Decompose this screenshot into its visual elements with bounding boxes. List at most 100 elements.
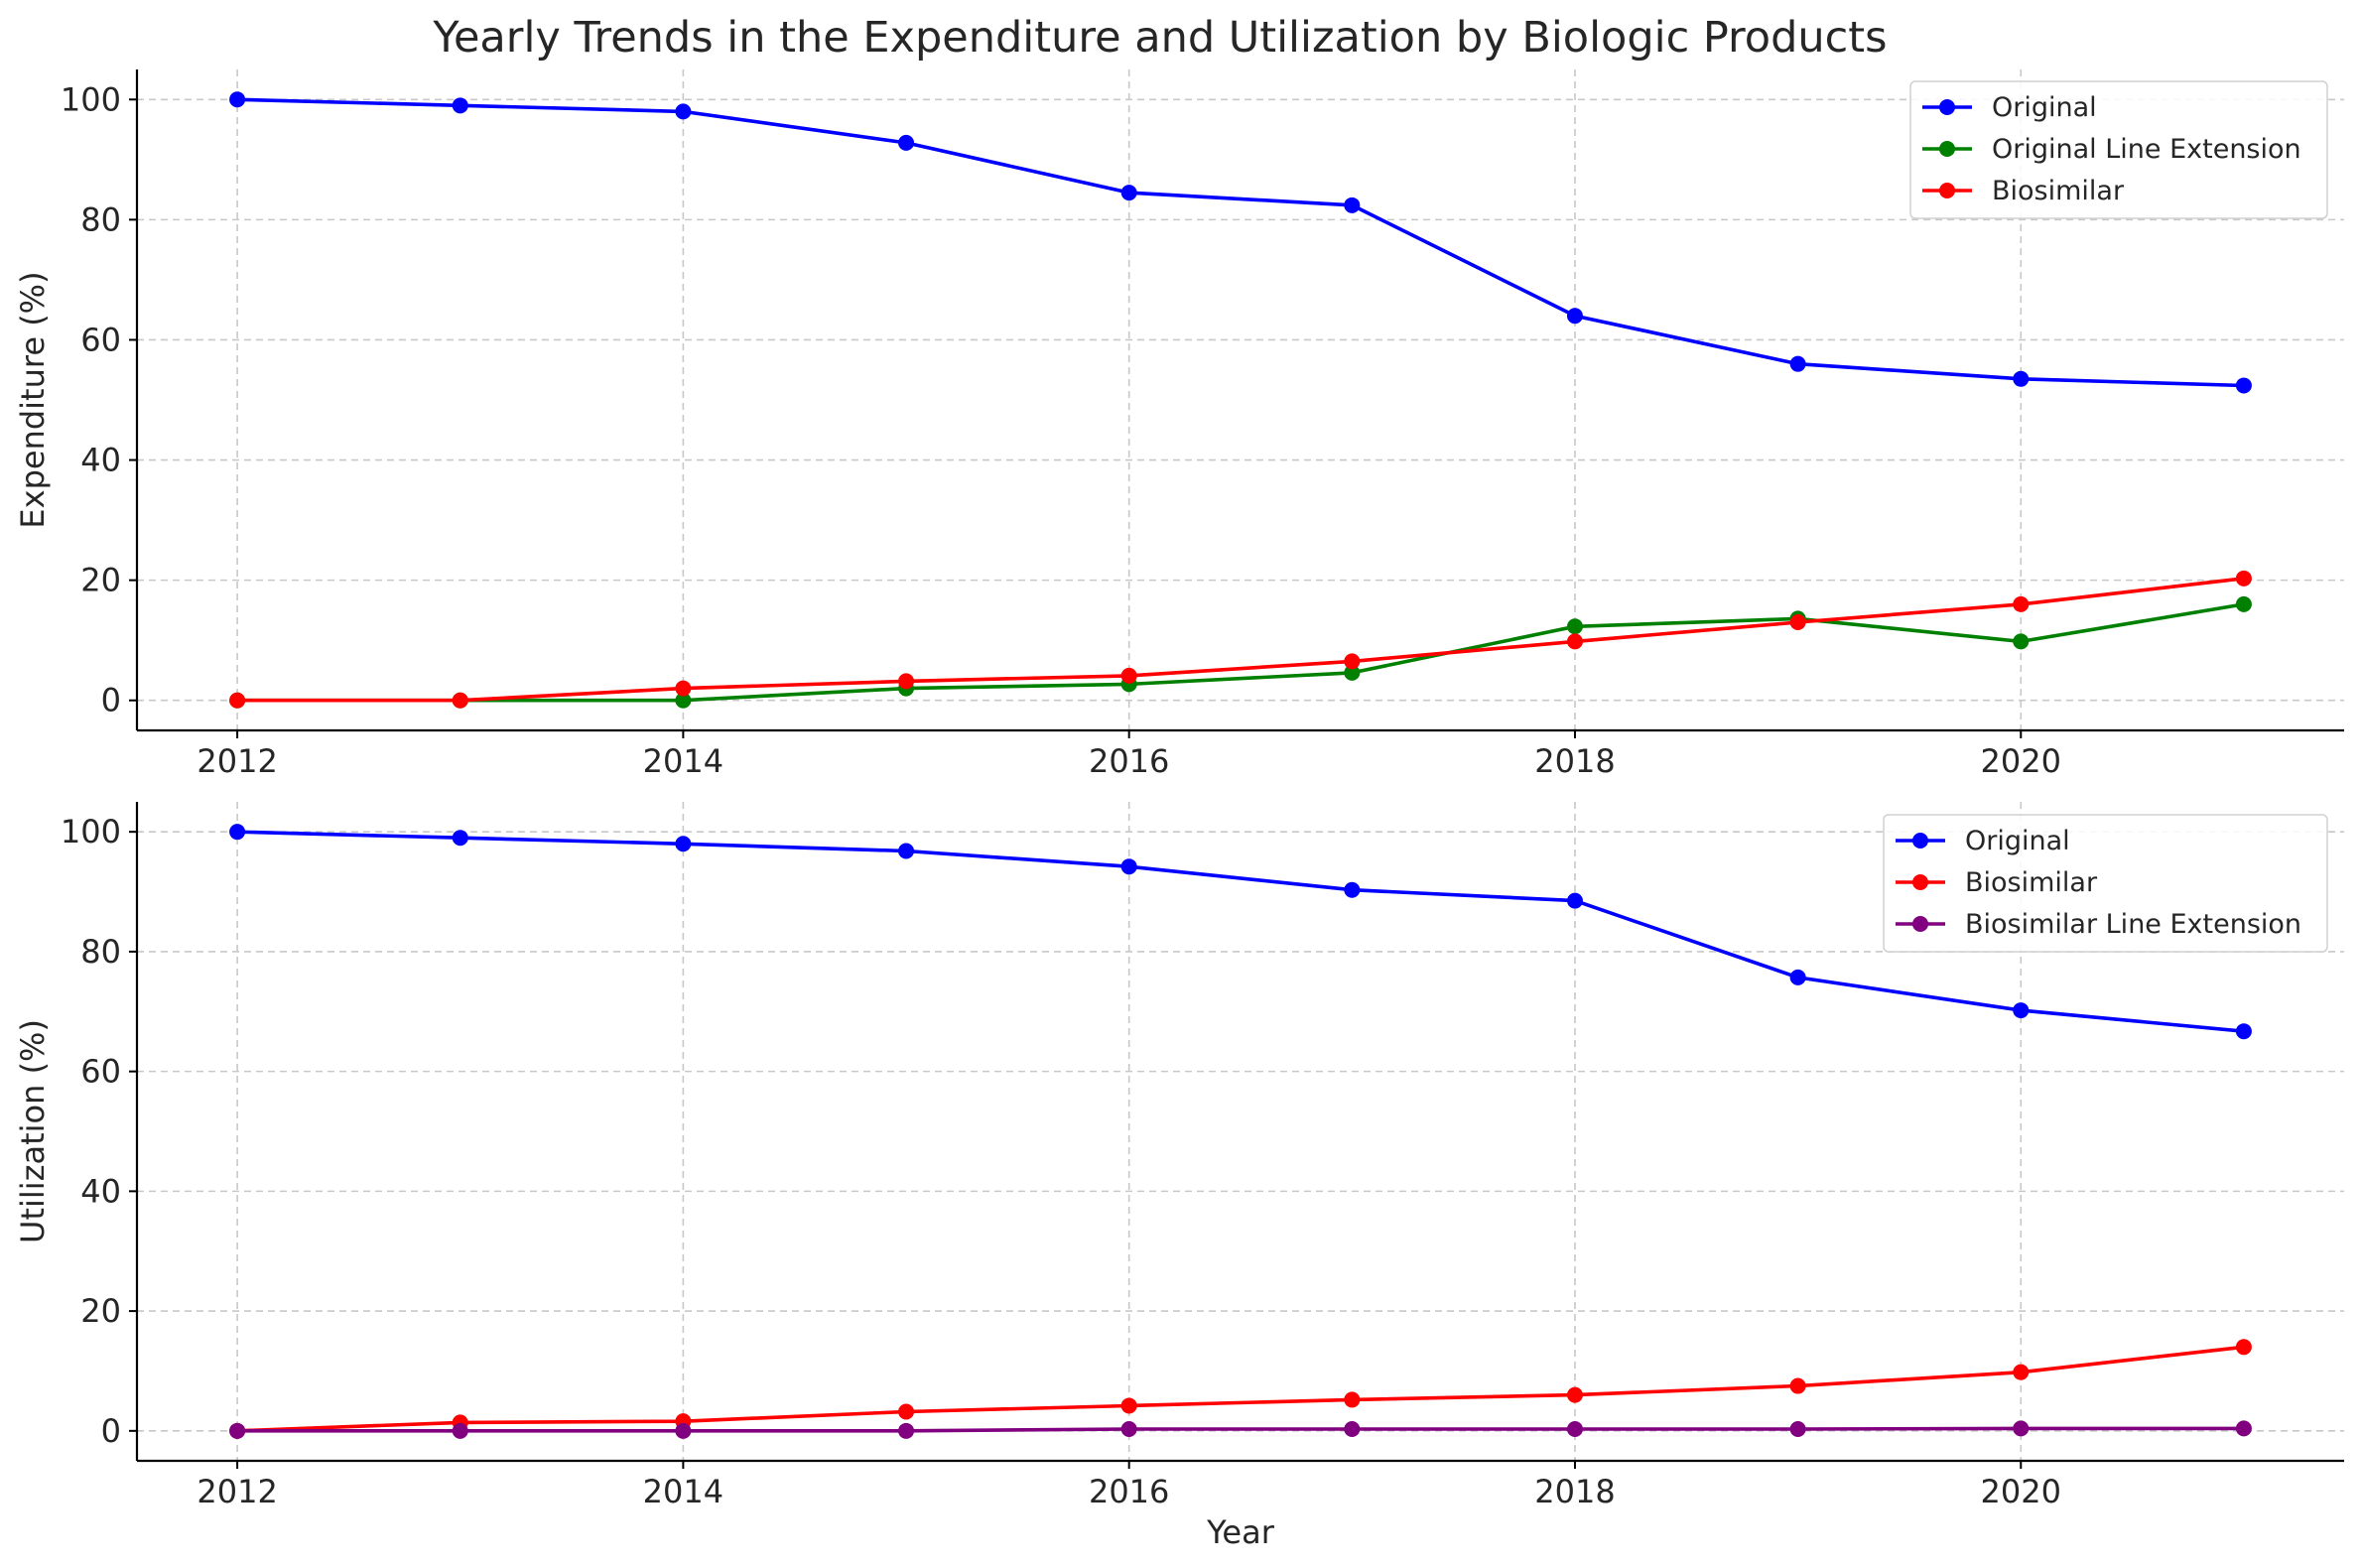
data-point bbox=[1566, 892, 1583, 909]
data-point bbox=[675, 836, 692, 852]
data-point bbox=[229, 692, 246, 709]
series-line bbox=[237, 97, 2244, 388]
data-point bbox=[1120, 1421, 1137, 1438]
y-tick-label: 20 bbox=[80, 1292, 121, 1330]
x-tick-label: 2018 bbox=[1534, 742, 1615, 780]
x-tick-label: 2016 bbox=[1089, 742, 1169, 780]
data-point bbox=[1566, 308, 1583, 325]
data-point bbox=[1344, 1391, 1361, 1408]
series-line bbox=[237, 1426, 2244, 1433]
y-tick-label: 40 bbox=[80, 442, 121, 479]
y-tick-label: 100 bbox=[61, 80, 121, 118]
data-point bbox=[229, 91, 246, 108]
data-point bbox=[1789, 1421, 1806, 1438]
y-tick-label: 100 bbox=[61, 813, 121, 850]
legend-label: Biosimilar bbox=[1965, 867, 2098, 898]
data-point bbox=[898, 1403, 915, 1420]
legend: Original Original Line Extension Biosimila… bbox=[1909, 80, 2328, 219]
series-line bbox=[237, 602, 2245, 703]
legend-frame bbox=[1883, 814, 2328, 953]
data-point bbox=[2235, 1023, 2252, 1040]
data-point bbox=[2235, 377, 2252, 394]
data-point bbox=[1789, 355, 1806, 372]
data-point bbox=[675, 692, 692, 709]
data-point bbox=[1789, 969, 1806, 985]
data-point bbox=[1344, 653, 1361, 670]
x-tick-label: 2012 bbox=[197, 1473, 277, 1510]
data-point bbox=[1344, 196, 1361, 213]
legend-swatch-marker bbox=[1912, 833, 1928, 849]
legend: Original Biosimilar Biosimilar Line Extens… bbox=[1883, 814, 2328, 953]
series-biosimilar-line-extension bbox=[229, 1420, 2252, 1439]
data-point bbox=[675, 103, 692, 120]
data-point bbox=[1344, 1421, 1361, 1438]
y-tick-label: 60 bbox=[80, 1053, 121, 1091]
series-original-line-extension bbox=[229, 595, 2252, 709]
series-original bbox=[229, 91, 2252, 394]
data-point bbox=[2235, 595, 2252, 612]
data-point bbox=[675, 680, 692, 697]
legend-swatch-marker bbox=[1912, 874, 1928, 890]
data-point bbox=[2013, 1364, 2030, 1380]
data-point bbox=[2235, 1339, 2252, 1356]
series-line bbox=[237, 830, 2245, 1033]
x-tick-label: 2020 bbox=[1981, 742, 2061, 780]
data-point bbox=[898, 1422, 915, 1439]
data-point bbox=[1789, 1377, 1806, 1394]
data-point bbox=[1566, 1421, 1583, 1438]
data-point bbox=[2013, 1420, 2030, 1437]
series-original bbox=[229, 824, 2252, 1040]
data-point bbox=[1120, 858, 1137, 875]
y-tick-label: 80 bbox=[80, 200, 121, 238]
data-point bbox=[1566, 618, 1583, 635]
legend-label: Original Line Extension bbox=[1992, 134, 2301, 165]
x-tick-label: 2020 bbox=[1981, 1473, 2061, 1510]
y-tick-label: 60 bbox=[80, 321, 121, 358]
data-point bbox=[452, 830, 468, 847]
series-biosimilar bbox=[229, 1339, 2252, 1439]
data-point bbox=[898, 843, 915, 859]
data-point bbox=[2235, 570, 2252, 587]
data-point bbox=[1566, 633, 1583, 650]
series-biosimilar bbox=[229, 570, 2252, 709]
data-point bbox=[675, 1422, 692, 1439]
data-point bbox=[1344, 881, 1361, 898]
data-point bbox=[2013, 1002, 2030, 1019]
data-point bbox=[229, 1422, 246, 1439]
series-line bbox=[237, 1345, 2245, 1433]
legend-label: Original bbox=[1992, 92, 2097, 123]
y-axis-label: Utilization (%) bbox=[14, 1019, 52, 1243]
x-tick-label: 2012 bbox=[197, 742, 277, 780]
data-point bbox=[452, 97, 468, 114]
series-line bbox=[237, 577, 2245, 703]
x-tick-label: 2014 bbox=[643, 1473, 723, 1510]
data-point bbox=[452, 692, 468, 709]
data-point bbox=[898, 673, 915, 690]
legend-label: Biosimilar Line Extension bbox=[1965, 909, 2301, 940]
data-point bbox=[452, 1422, 468, 1439]
data-point bbox=[1566, 1386, 1583, 1403]
utilization-panel: 2012 2014 2016 2018 2020 0 20 40 60 80 100 Utilizat… bbox=[14, 802, 2344, 1510]
legend-swatch-marker bbox=[1939, 99, 1955, 115]
data-point bbox=[1120, 185, 1137, 201]
data-point bbox=[898, 134, 915, 151]
data-point bbox=[1120, 667, 1137, 684]
y-tick-label: 80 bbox=[80, 933, 121, 971]
y-tick-label: 0 bbox=[101, 682, 121, 719]
y-tick-label: 20 bbox=[80, 562, 121, 599]
y-tick-label: 40 bbox=[80, 1172, 121, 1210]
legend-swatch-marker bbox=[1912, 916, 1928, 932]
legend-swatch-marker bbox=[1939, 183, 1955, 198]
data-point bbox=[1344, 664, 1361, 681]
x-axis-label: Year bbox=[1206, 1513, 1275, 1551]
data-point bbox=[2013, 370, 2030, 387]
data-point bbox=[2235, 1420, 2252, 1437]
legend-swatch-marker bbox=[1939, 141, 1955, 157]
legend-label: Biosimilar bbox=[1992, 176, 2125, 206]
x-tick-label: 2016 bbox=[1089, 1473, 1169, 1510]
data-point bbox=[229, 824, 246, 841]
expenditure-panel: 2012 2014 2016 2018 2020 0 20 40 60 80 100 Expendit… bbox=[14, 69, 2344, 780]
data-point bbox=[1789, 614, 1806, 631]
legend-label: Original bbox=[1965, 826, 2070, 856]
